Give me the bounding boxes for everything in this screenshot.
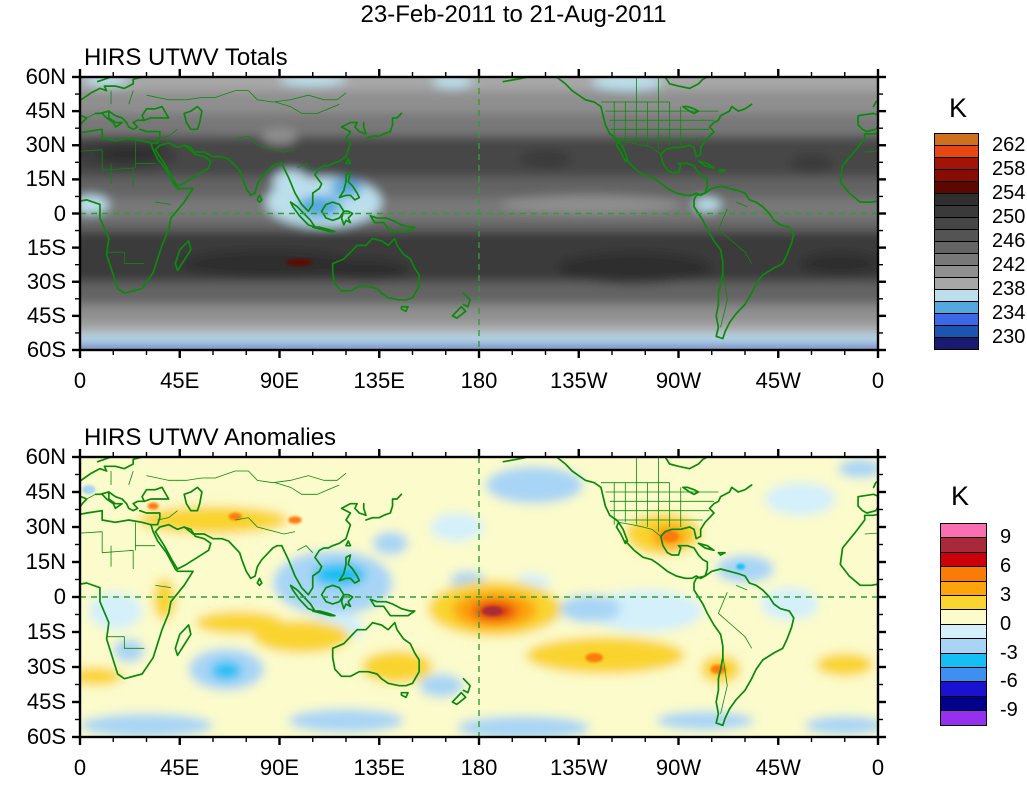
colorbar-tick-label: 234	[992, 302, 1026, 324]
lat-axis-label: 45N	[25, 479, 66, 504]
lat-axis-label: 60N	[25, 64, 66, 89]
anomalies-map-plot	[72, 449, 886, 745]
totals-map-title: HIRS UTWV Totals	[84, 44, 288, 71]
lon-axis-label: 135E	[353, 368, 405, 393]
colorbar-swatch	[940, 638, 987, 654]
lat-axis-label: 15N	[25, 166, 66, 192]
lon-axis-label: 180	[460, 755, 498, 780]
lat-axis-label: 0	[53, 200, 66, 226]
coastlines	[80, 77, 878, 340]
colorbar-tick-label: -6	[1000, 670, 1018, 693]
lon-axis-label: 45E	[160, 368, 200, 393]
lon-axis-label: 135W	[550, 368, 608, 393]
colorbar-tick-label: 230	[992, 326, 1026, 348]
lat-axis-label: 30N	[25, 514, 66, 539]
map-canvas	[72, 69, 886, 358]
lon-axis-label: 45W	[755, 368, 801, 393]
colorbar-swatch	[940, 667, 987, 683]
lat-axis-label: 45S	[26, 302, 66, 328]
lat-axis-label: 30N	[25, 132, 66, 158]
anomalies-map-title: HIRS UTWV Anomalies	[84, 424, 337, 451]
lat-axis-label: 30S	[26, 268, 66, 294]
colorbar-swatch	[934, 337, 979, 350]
colorbar-tick-label: 9	[1000, 526, 1012, 549]
lon-axis-label: 90W	[655, 755, 702, 780]
colorbar-tick-label: 238	[992, 278, 1026, 300]
axis-ticks	[72, 69, 886, 358]
colorbar-tick-label: -3	[1000, 641, 1018, 664]
lon-axis-label: 135W	[550, 755, 608, 780]
totals-map-plot	[72, 69, 886, 358]
colorbar-tick-label: 246	[992, 230, 1026, 252]
colorbar-tick-label: 250	[992, 206, 1026, 228]
axis-ticks	[72, 449, 886, 745]
lat-axis-label: 60S	[26, 724, 66, 749]
map-canvas	[72, 449, 886, 745]
lon-axis-label: 45W	[755, 755, 801, 780]
colorbar-tick-label: 258	[992, 158, 1026, 180]
colorbar-tick-label: 3	[1000, 584, 1012, 606]
lon-axis-label: 90E	[259, 755, 300, 780]
colorbar-swatch	[940, 623, 987, 640]
colorbar-swatch	[940, 566, 987, 582]
colorbar-tick-label: 262	[992, 134, 1026, 156]
lon-axis-label: 0	[73, 755, 87, 780]
colorbar-tick-label: 6	[1000, 555, 1012, 578]
colorbar-swatch	[940, 551, 987, 568]
colorbar-swatch	[940, 695, 987, 712]
colorbar-swatch	[940, 595, 987, 611]
colorbar-swatch	[940, 710, 987, 726]
lat-axis-label: 45S	[26, 689, 66, 714]
colorbar-swatch	[940, 537, 987, 553]
lon-axis-label: 0	[73, 368, 87, 393]
colorbar-swatch	[940, 652, 987, 668]
lat-axis-label: 60S	[26, 337, 66, 362]
anomalies-colorbar-units: K	[950, 481, 969, 511]
lat-axis-label: 60N	[25, 444, 66, 469]
lon-axis-label: 90W	[655, 368, 702, 393]
colorbar-tick-label: 0	[1000, 612, 1012, 635]
colorbar-swatch	[940, 580, 987, 596]
lon-axis-label: 0	[871, 755, 885, 780]
coastlines	[80, 457, 878, 727]
lat-axis-label: 0	[53, 584, 66, 609]
lat-axis-label: 15S	[26, 234, 66, 260]
lon-axis-label: 45E	[160, 755, 200, 780]
colorbar-tick-label: 242	[992, 254, 1026, 276]
figure-date-range-title: 23-Feb-2011 to 21-Aug-2011	[360, 1, 667, 28]
lon-axis-label: 180	[460, 368, 498, 393]
lon-axis-label: 135E	[353, 755, 405, 780]
colorbar-swatch	[940, 681, 987, 697]
colorbar-tick-label: 254	[992, 182, 1026, 204]
colorbar-tick-label: -9	[1000, 699, 1018, 722]
lat-axis-label: 45N	[25, 98, 66, 124]
totals-colorbar-units: K	[948, 93, 967, 123]
lat-axis-label: 15N	[25, 549, 66, 574]
lat-axis-label: 15S	[26, 619, 66, 644]
lon-axis-label: 90E	[259, 368, 300, 393]
colorbar-swatch	[940, 609, 987, 625]
colorbar-swatch	[940, 523, 987, 539]
lat-axis-label: 30S	[26, 654, 66, 679]
lon-axis-label: 0	[871, 368, 885, 393]
